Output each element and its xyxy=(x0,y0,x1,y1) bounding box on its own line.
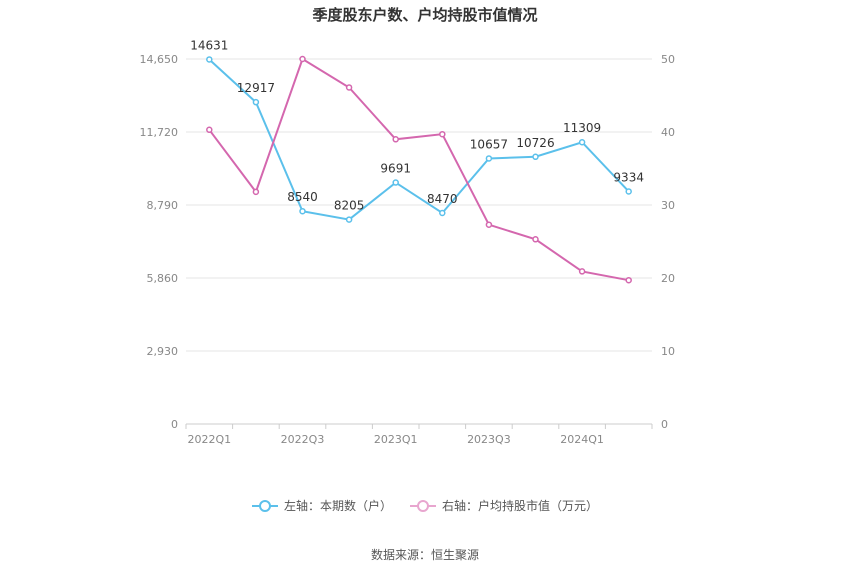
data-label: 8205 xyxy=(334,199,365,213)
data-point[interactable] xyxy=(625,276,632,284)
data-point[interactable] xyxy=(532,153,539,161)
data-point[interactable] xyxy=(299,207,306,215)
data-point[interactable] xyxy=(252,188,260,196)
x-axis-tick-label: 2023Q3 xyxy=(467,433,511,446)
label-layer: 14631 12917 8540 8205 9691 8470 10657 10726 1130… xyxy=(190,38,644,212)
legend-item-left-series[interactable]: 左轴：本期数（户） xyxy=(251,497,392,514)
series-line-holders xyxy=(208,58,630,221)
data-label: 8540 xyxy=(287,190,318,204)
data-label: 11309 xyxy=(563,121,601,135)
data-point[interactable] xyxy=(439,130,446,138)
left-axis-tick-label: 5,860 xyxy=(147,272,179,285)
data-point[interactable] xyxy=(532,236,539,243)
left-axis-tick-label: 14,650 xyxy=(140,53,179,66)
legend-label-left-series: 左轴：本期数（户） xyxy=(283,499,392,513)
legend-swatch-blue xyxy=(251,499,278,512)
data-point[interactable] xyxy=(439,209,446,217)
series-layer xyxy=(206,55,632,284)
chart-plot: 0 2,930 5,860 8,790 11,720 14,650 0 10 20 30 40 50 2… xyxy=(140,38,676,446)
data-label: 8470 xyxy=(427,192,458,206)
data-point[interactable] xyxy=(625,188,632,195)
legend-item-right-series[interactable]: 右轴：户均持股市值（万元） xyxy=(410,497,598,514)
data-point[interactable] xyxy=(206,56,213,63)
data-point[interactable] xyxy=(392,136,399,143)
axis-layer: 0 2,930 5,860 8,790 11,720 14,650 0 10 20 30 40 50 2… xyxy=(140,53,676,446)
left-axis-tick-label: 11,720 xyxy=(140,126,179,139)
data-point[interactable] xyxy=(206,126,213,134)
data-point[interactable] xyxy=(578,268,586,275)
chart-title: 季度股东户数、户均持股市值情况 xyxy=(312,6,538,24)
data-point[interactable] xyxy=(578,138,586,146)
right-axis-tick-label: 50 xyxy=(661,53,675,66)
left-axis-tick-label: 2,930 xyxy=(147,345,179,358)
right-axis-tick-label: 0 xyxy=(661,418,668,431)
left-axis-tick-label: 8,790 xyxy=(147,199,179,212)
left-axis-tick-label: 0 xyxy=(171,418,178,431)
x-axis-tick-label: 2022Q3 xyxy=(281,433,325,446)
source-note: 数据来源：恒生聚源 xyxy=(370,548,479,562)
data-point[interactable] xyxy=(392,179,399,186)
grid-layer xyxy=(186,58,652,425)
x-axis-tick-label: 2024Q1 xyxy=(560,433,604,446)
data-label: 9334 xyxy=(613,170,644,184)
data-point[interactable] xyxy=(485,155,493,162)
right-axis-tick-label: 10 xyxy=(661,345,675,358)
data-point[interactable] xyxy=(345,216,353,223)
data-point[interactable] xyxy=(299,55,306,63)
right-axis-tick-label: 40 xyxy=(661,126,675,139)
right-axis-tick-label: 20 xyxy=(661,272,675,285)
x-axis-tick-label: 2023Q1 xyxy=(374,433,418,446)
series-line-avg-value xyxy=(208,57,629,282)
data-label: 12917 xyxy=(237,81,275,95)
data-label: 9691 xyxy=(380,162,411,176)
legend-swatch-pink xyxy=(410,499,436,512)
data-label: 14631 xyxy=(190,38,228,52)
data-point[interactable] xyxy=(345,84,353,91)
legend-label-right-series: 右轴：户均持股市值（万元） xyxy=(442,499,599,513)
data-point[interactable] xyxy=(485,221,493,228)
right-axis-tick-label: 30 xyxy=(661,199,675,212)
legend: 左轴：本期数（户） 右轴：户均持股市值（万元） xyxy=(0,497,850,514)
data-point[interactable] xyxy=(252,98,260,106)
data-label: 10726 xyxy=(516,136,554,150)
x-axis-tick-label: 2022Q1 xyxy=(187,433,231,446)
data-label: 10657 xyxy=(470,137,508,151)
